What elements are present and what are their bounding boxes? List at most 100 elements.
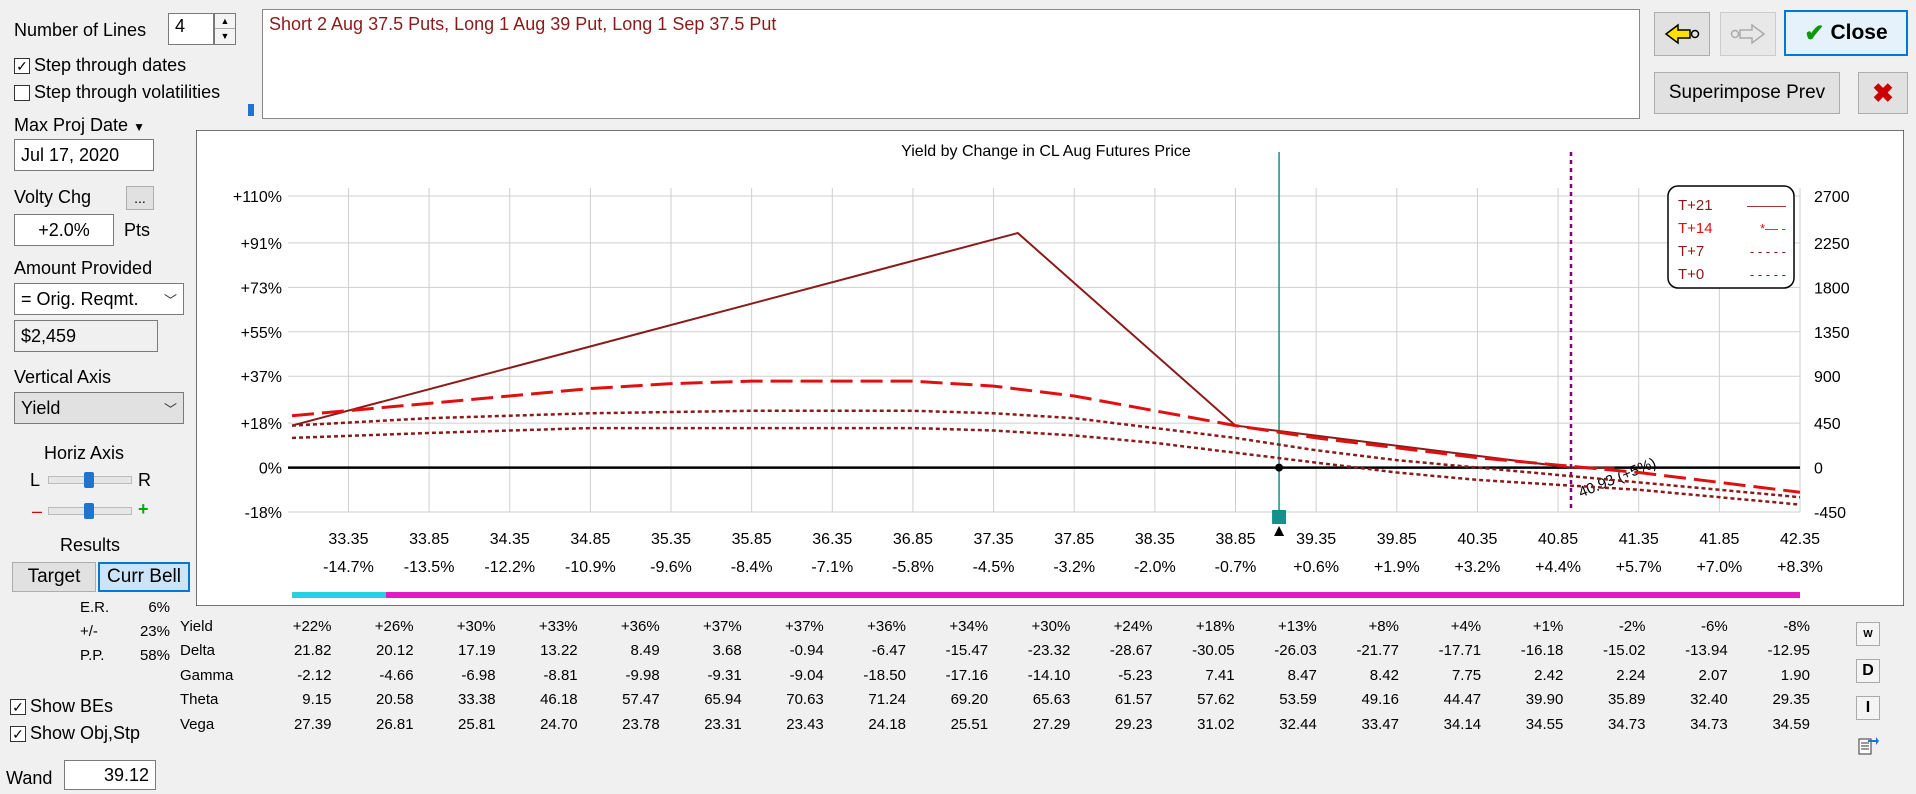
vertical-axis-select[interactable]: Yield ﹀ <box>14 392 184 424</box>
show-bes-label: Show BEs <box>30 696 114 716</box>
delete-button[interactable]: ✖ <box>1858 72 1908 114</box>
legend-label: T+21 <box>1678 197 1713 214</box>
w-button[interactable]: W <box>1856 622 1880 646</box>
amount-provided-value: = Orig. Reqmt. <box>21 288 139 309</box>
amount-provided-label: Amount Provided <box>14 258 153 278</box>
x-tick-label: 36.85 <box>893 531 933 548</box>
greeks-cell: -6% <box>1700 617 1728 635</box>
x-tick-label: 37.35 <box>974 531 1014 548</box>
greeks-cell: 65.63 <box>1032 691 1071 709</box>
y-left-tick-label: +18% <box>241 416 282 433</box>
greeks-cell: -13.94 <box>1685 642 1728 660</box>
checkbox-unchecked-icon[interactable] <box>14 84 30 101</box>
greeks-row-label: Theta <box>180 691 219 709</box>
x-tick-label: 39.85 <box>1377 531 1417 548</box>
vertical-axis-label: Vertical Axis <box>14 367 112 387</box>
y-right-tick-label: 0 <box>1814 461 1823 478</box>
num-lines-label: Number of Lines <box>14 20 147 40</box>
volty-chg-input[interactable]: +2.0% <box>14 214 114 246</box>
x-tick-label: 33.85 <box>409 531 449 548</box>
vol-slider[interactable] <box>228 104 254 116</box>
x-pct-tick-label: +4.4% <box>1535 559 1581 576</box>
greeks-cell: 20.12 <box>376 642 414 660</box>
greeks-cell: 8.49 <box>630 642 660 660</box>
step-vols-label: Step through volatilities <box>34 82 221 102</box>
greeks-cell: 49.16 <box>1361 691 1399 709</box>
greeks-cell: -21.77 <box>1356 642 1399 660</box>
greeks-cell: +30% <box>1031 617 1071 635</box>
step-dates-label: Step through dates <box>34 55 187 75</box>
num-lines-spinner[interactable]: ▲ ▼ <box>214 13 236 45</box>
back-button[interactable] <box>1654 12 1710 56</box>
max-proj-date-label[interactable]: Max Proj Date ▼ <box>14 115 145 135</box>
legend-marker: *— - <box>1760 221 1786 236</box>
checkbox-checked-icon[interactable]: ✓ <box>14 57 30 74</box>
y-left-tick-label: 0% <box>259 461 282 478</box>
vol-slider-thumb[interactable] <box>248 104 254 116</box>
x-tick-label: 40.85 <box>1538 531 1578 548</box>
wand-input[interactable]: 39.12 <box>64 760 156 790</box>
max-proj-date-input[interactable]: Jul 17, 2020 <box>14 139 154 171</box>
x-tick-label: 35.85 <box>732 531 772 548</box>
greeks-table: Yield +22% +26% +30% +33% +36% +37% +37% +36% +34… <box>180 614 1810 737</box>
greeks-cell: 57.47 <box>622 691 660 709</box>
target-button[interactable]: Target <box>12 562 96 592</box>
forward-button[interactable] <box>1720 12 1776 56</box>
step-dates-checkbox[interactable]: ✓ Step through dates <box>14 55 186 76</box>
greeks-cell: 23.78 <box>622 715 660 733</box>
x-tick-label: 41.35 <box>1619 531 1659 548</box>
step-vols-checkbox[interactable]: Step through volatilities <box>14 82 220 103</box>
wand-label: Wand <box>6 768 53 788</box>
position-description[interactable]: Short 2 Aug 37.5 Puts, Long 1 Aug 39 Put… <box>262 9 1640 119</box>
curr-bell-button[interactable]: Curr Bell <box>98 562 190 592</box>
back-arrow-icon <box>1664 23 1700 45</box>
spin-down-icon[interactable]: ▼ <box>220 31 230 41</box>
greeks-cell: +24% <box>1113 617 1153 635</box>
greeks-cell: 21.82 <box>293 642 332 660</box>
greeks-cell: 2.07 <box>1698 666 1728 684</box>
zoom-minus-label: – <box>32 501 43 521</box>
greeks-cell: -9.98 <box>625 666 660 684</box>
vertical-axis-value: Yield <box>21 397 61 418</box>
greeks-cell: 61.57 <box>1114 691 1153 709</box>
chevron-down-icon: ﹀ <box>163 292 177 308</box>
i-button[interactable]: I <box>1856 696 1880 720</box>
greeks-cell: +8% <box>1368 617 1399 635</box>
superimpose-prev-button[interactable]: Superimpose Prev <box>1654 72 1840 114</box>
legend-marker: ——— <box>1747 198 1786 213</box>
checkbox-checked-icon[interactable]: ✓ <box>10 698 26 715</box>
x-pct-tick-label: -3.2% <box>1053 559 1095 576</box>
results-panel: E.R. 6% +/- 23% P.P. 58% <box>74 596 176 672</box>
d-button[interactable]: D <box>1856 659 1880 683</box>
x-pct-tick-label: -4.5% <box>973 559 1015 576</box>
greeks-cell: 34.55 <box>1525 715 1564 733</box>
greeks-cell: 34.59 <box>1772 715 1810 733</box>
volty-chg-button[interactable]: ... <box>126 186 154 210</box>
export-icon[interactable] <box>1856 734 1880 758</box>
greeks-cell: 34.14 <box>1443 715 1482 733</box>
y-left-tick-label: +110% <box>233 189 282 206</box>
greeks-cell: 71.24 <box>868 691 906 709</box>
greeks-cell: 24.70 <box>540 715 578 733</box>
greeks-cell: 7.41 <box>1205 666 1235 684</box>
checkbox-checked-icon[interactable]: ✓ <box>10 725 26 742</box>
amount-provided-select[interactable]: = Orig. Reqmt. ﹀ <box>14 283 184 315</box>
horiz-lr-thumb[interactable] <box>84 472 94 488</box>
greeks-cell: -2% <box>1618 617 1646 635</box>
show-bes-checkbox[interactable]: ✓ Show BEs <box>10 696 113 717</box>
greeks-cell: 8.47 <box>1287 666 1317 684</box>
greeks-cell: 69.20 <box>950 691 989 709</box>
greeks-cell: 57.62 <box>1197 691 1235 709</box>
bell-bar-range <box>386 592 1800 598</box>
show-obj-checkbox[interactable]: ✓ Show Obj,Stp <box>10 723 140 744</box>
close-button[interactable]: ✔ Close <box>1784 10 1908 56</box>
greeks-cell: 33.47 <box>1361 715 1399 733</box>
results-label: Results <box>60 535 121 555</box>
y-left-tick-label: +37% <box>241 369 282 386</box>
zoom-thumb[interactable] <box>84 503 94 519</box>
yield-chart[interactable]: Yield by Change in CL Aug Futures Price +… <box>196 130 1904 606</box>
greeks-cell: -17.71 <box>1438 642 1482 660</box>
num-lines-input[interactable]: 4 <box>168 13 214 45</box>
greeks-cell: +13% <box>1278 617 1317 635</box>
spin-up-icon[interactable]: ▲ <box>215 14 235 29</box>
